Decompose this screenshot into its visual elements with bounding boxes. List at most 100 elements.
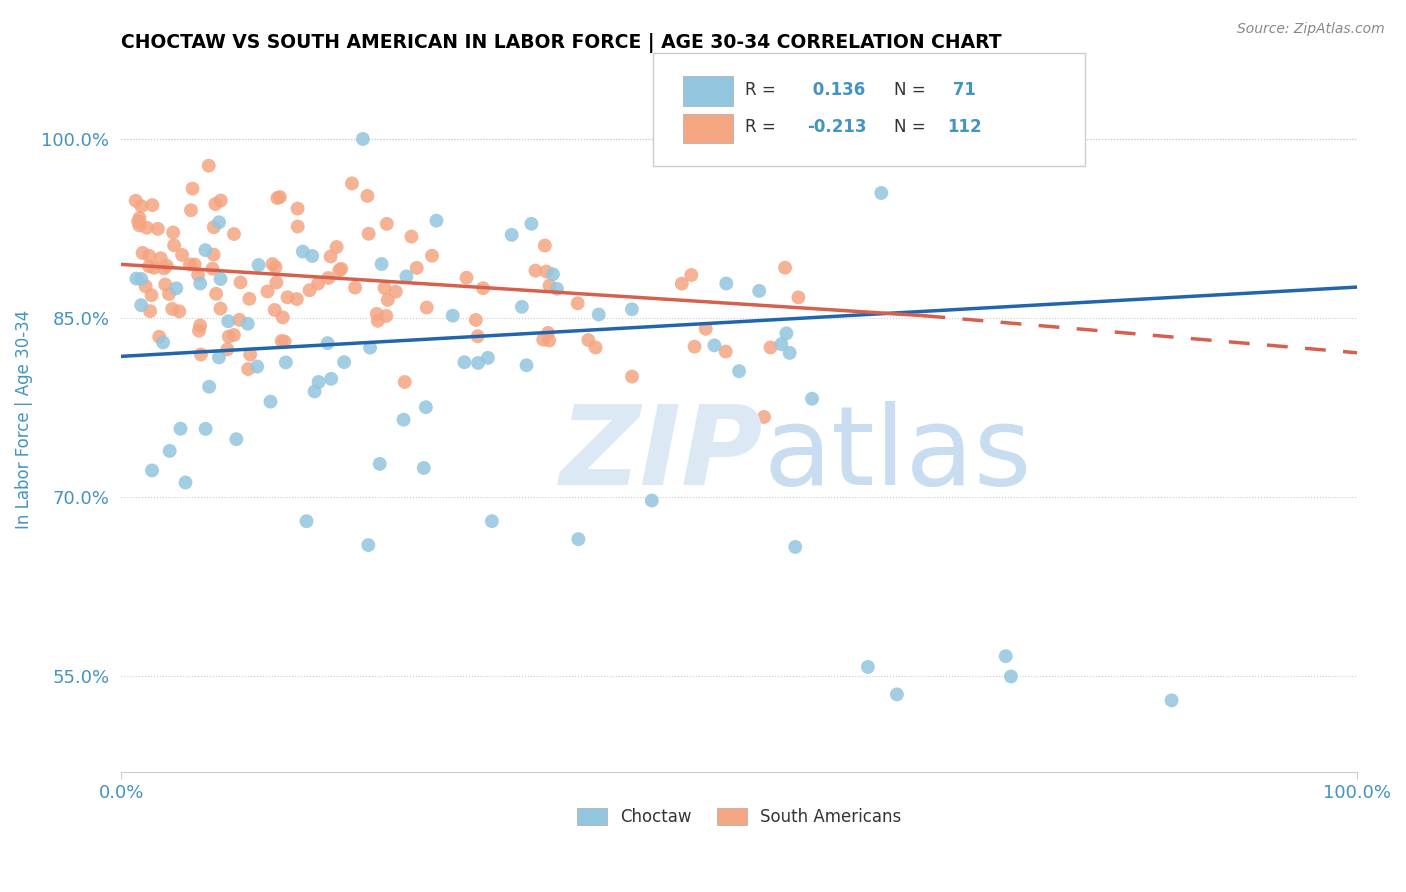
Text: R =: R = [745, 81, 782, 99]
Point [135, 220, 157, 235]
Point [125, 194, 148, 208]
Point [274, 355, 297, 369]
Point [208, 215, 231, 229]
Point [541, 267, 564, 281]
Point [318, 271, 340, 285]
Point [472, 281, 495, 295]
Point [276, 290, 298, 304]
Point [157, 287, 180, 301]
Point [148, 330, 170, 344]
Point [141, 198, 163, 212]
Point [375, 309, 398, 323]
Point [174, 475, 197, 490]
Point [141, 463, 163, 477]
Point [159, 443, 181, 458]
Point [181, 181, 204, 195]
Point [538, 278, 561, 293]
Point [716, 277, 738, 291]
Point [135, 279, 157, 293]
Point [728, 364, 751, 378]
Text: Source: ZipAtlas.com: Source: ZipAtlas.com [1237, 22, 1385, 37]
Point [160, 301, 183, 316]
Point [377, 293, 399, 307]
Point [321, 372, 343, 386]
Text: 0.136: 0.136 [807, 81, 865, 99]
Point [141, 288, 163, 302]
Point [683, 340, 706, 354]
Point [330, 261, 353, 276]
Point [425, 213, 447, 227]
Point [537, 326, 560, 340]
Point [180, 203, 202, 218]
Point [273, 334, 295, 349]
Point [567, 532, 589, 546]
Point [131, 199, 153, 213]
Point [395, 269, 418, 284]
Point [456, 270, 478, 285]
Text: -0.213: -0.213 [807, 118, 866, 136]
Point [238, 292, 260, 306]
Point [328, 263, 350, 277]
Point [209, 194, 232, 208]
Point [222, 227, 245, 241]
Point [416, 301, 439, 315]
Point [236, 362, 259, 376]
Text: atlas: atlas [763, 401, 1032, 508]
Point [375, 217, 398, 231]
Point [714, 344, 737, 359]
Point [316, 336, 339, 351]
Point [787, 290, 810, 304]
Point [510, 300, 533, 314]
Point [357, 227, 380, 241]
Point [162, 226, 184, 240]
Point [236, 317, 259, 331]
Point [188, 277, 211, 291]
Point [239, 347, 262, 361]
Point [301, 249, 323, 263]
Point [209, 301, 232, 316]
Point [228, 313, 250, 327]
Point [344, 280, 367, 294]
Text: 71: 71 [946, 81, 976, 99]
Point [208, 351, 231, 365]
Text: N =: N = [894, 81, 931, 99]
Point [285, 292, 308, 306]
Point [146, 222, 169, 236]
Point [352, 132, 374, 146]
Text: ZIP: ZIP [560, 401, 763, 508]
Point [128, 211, 150, 225]
Point [585, 341, 607, 355]
Point [1160, 693, 1182, 707]
Point [415, 400, 437, 414]
Point [748, 284, 770, 298]
Point [125, 271, 148, 285]
Point [262, 257, 284, 271]
Point [856, 660, 879, 674]
Point [138, 249, 160, 263]
Point [307, 277, 329, 291]
Point [217, 314, 239, 328]
Point [127, 214, 149, 228]
Point [441, 309, 464, 323]
Point [187, 268, 209, 282]
Point [333, 355, 356, 369]
Point [801, 392, 824, 406]
Point [163, 238, 186, 252]
Point [994, 649, 1017, 664]
Point [367, 314, 389, 328]
Point [298, 283, 321, 297]
Point [405, 260, 427, 275]
Point [467, 356, 489, 370]
Point [247, 258, 270, 272]
Point [325, 240, 347, 254]
Point [775, 326, 797, 341]
Point [217, 343, 239, 357]
Point [179, 258, 201, 272]
Point [453, 355, 475, 369]
Point [392, 412, 415, 426]
Point [188, 324, 211, 338]
Point [671, 277, 693, 291]
Point [308, 375, 330, 389]
Point [256, 285, 278, 299]
Point [359, 341, 381, 355]
